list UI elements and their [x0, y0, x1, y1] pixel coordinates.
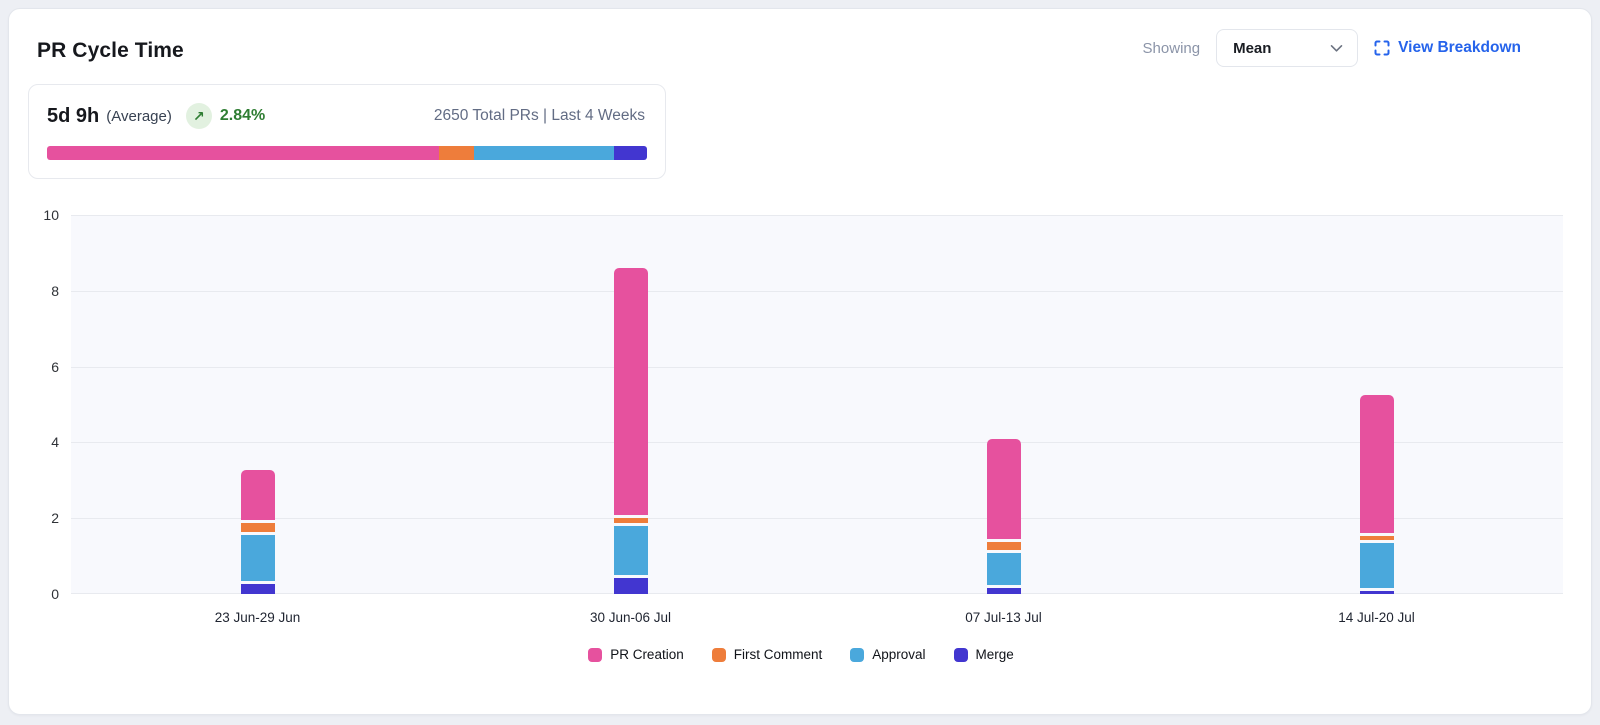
- summary-card: 5d 9h (Average) ↗ 2.84% 2650 Total PRs |…: [28, 84, 666, 179]
- plot-area: [71, 215, 1563, 594]
- legend-label: First Comment: [733, 647, 823, 662]
- stacked-bar-chart: PR Creation First Comment Approval Merge 0 2…: [9, 9, 1593, 716]
- bar-segment-approval[interactable]: [240, 534, 275, 582]
- view-breakdown-label: View Breakdown: [1398, 39, 1521, 56]
- stacked-bar-30jun-06jul[interactable]: [613, 215, 648, 594]
- average-label: (Average): [106, 107, 172, 125]
- y-axis-tick-label: 8: [51, 282, 59, 299]
- bar-segment-merge[interactable]: [1359, 590, 1394, 594]
- gridline: [71, 366, 1563, 368]
- distribution-segment: [439, 146, 474, 160]
- legend-label: Merge: [975, 647, 1014, 662]
- legend-item-first-comment[interactable]: First Comment: [711, 647, 823, 662]
- y-axis-tick-label: 0: [51, 586, 59, 602]
- gridline: [71, 290, 1563, 292]
- x-axis-category-label: 14 Jul-20 Jul: [1338, 610, 1415, 625]
- metric-dropdown-value: Mean: [1233, 39, 1272, 57]
- y-axis-tick-label: 4: [51, 434, 59, 451]
- trend-percentage: 2.84%: [219, 107, 266, 124]
- bar-segment-first-comment[interactable]: [986, 542, 1021, 550]
- header-controls: Showing Mean View Breakdown: [1143, 29, 1521, 67]
- y-axis-tick-label: 10: [43, 207, 59, 223]
- distribution-segment: [473, 146, 614, 160]
- gridline: [71, 442, 1563, 444]
- view-breakdown-button[interactable]: View Breakdown: [1374, 39, 1521, 57]
- stacked-bar-07jul-13jul[interactable]: [986, 215, 1021, 594]
- bar-segment-merge[interactable]: [986, 587, 1021, 594]
- pr-cycle-time-card: PR Cycle Time Showing Mean View Breakdow…: [8, 8, 1592, 715]
- legend-item-approval[interactable]: Approval: [850, 647, 926, 662]
- x-axis-category-label: 07 Jul-13 Jul: [965, 610, 1042, 625]
- bar-segment-pr-creation[interactable]: [240, 470, 275, 520]
- gridline: [71, 518, 1563, 520]
- legend-swatch: [953, 647, 968, 662]
- average-cycle-time-value: 5d 9h: [47, 104, 100, 127]
- x-axis-category-label: 23 Jun-29 Jun: [214, 610, 301, 625]
- showing-label: Showing: [1142, 39, 1201, 57]
- bar-segment-approval[interactable]: [613, 526, 648, 576]
- bar-segment-first-comment[interactable]: [1359, 535, 1394, 541]
- bar-segment-pr-creation[interactable]: [1359, 395, 1394, 533]
- bar-segment-first-comment[interactable]: [613, 517, 648, 524]
- gridline: [71, 215, 1563, 216]
- bar-segment-pr-creation[interactable]: [986, 439, 1021, 540]
- y-axis-tick-label: 2: [51, 510, 59, 527]
- distribution-segment: [47, 146, 440, 160]
- expand-icon: [1374, 40, 1390, 56]
- legend-swatch: [850, 647, 865, 662]
- legend-item-merge[interactable]: Merge: [953, 647, 1014, 662]
- bar-segment-approval[interactable]: [986, 552, 1021, 585]
- chevron-down-icon: [1330, 44, 1343, 53]
- bar-segment-merge[interactable]: [613, 578, 648, 594]
- bar-segment-approval[interactable]: [1359, 543, 1394, 588]
- cycle-time-distribution-bar: [47, 146, 647, 160]
- metric-dropdown[interactable]: Mean: [1216, 29, 1359, 67]
- trend-up-icon: ↗: [185, 103, 212, 129]
- total-prs-meta: 2650 Total PRs | Last 4 Weeks: [433, 107, 645, 124]
- stacked-bar-14jul-20jul[interactable]: [1359, 215, 1394, 594]
- x-axis-category-label: 30 Jun-06 Jul: [589, 610, 672, 625]
- bar-segment-first-comment[interactable]: [240, 522, 275, 532]
- stacked-bar-23jun-29jun[interactable]: [240, 215, 275, 594]
- legend-label: Approval: [872, 647, 926, 662]
- legend-item-pr-creation[interactable]: PR Creation: [588, 647, 684, 662]
- y-axis-tick-label: 6: [51, 358, 59, 375]
- chart-legend: PR Creation First Comment Approval Merge: [9, 647, 1593, 662]
- legend-swatch: [588, 647, 603, 662]
- legend-swatch: [711, 647, 726, 662]
- page-title: PR Cycle Time: [37, 39, 184, 62]
- legend-label: PR Creation: [610, 647, 684, 662]
- bar-segment-merge[interactable]: [240, 584, 275, 594]
- bar-segment-pr-creation[interactable]: [613, 267, 648, 515]
- gridline: [71, 593, 1563, 594]
- distribution-segment: [613, 146, 647, 160]
